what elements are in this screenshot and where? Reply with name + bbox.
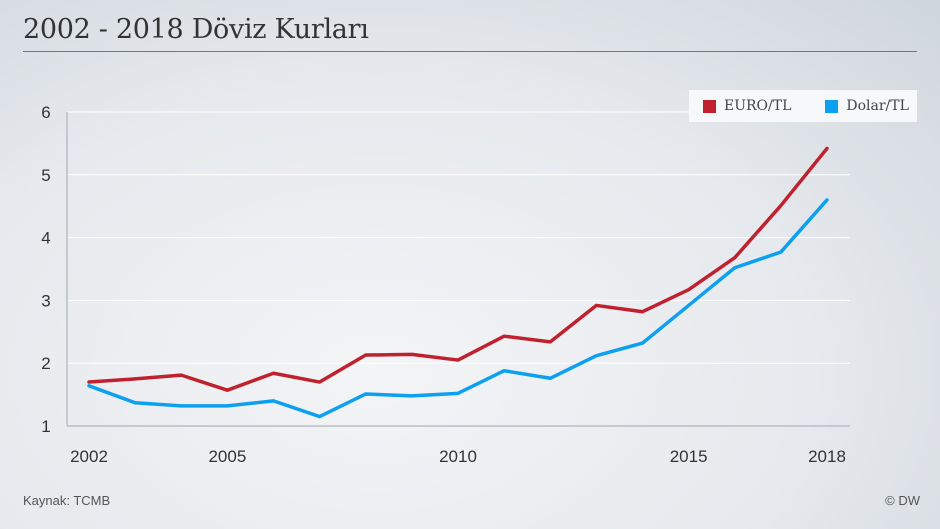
title-divider (23, 51, 917, 52)
y-tick-label: 2 (41, 354, 50, 373)
legend-item-euro: EURO/TL (703, 98, 791, 114)
legend-label-euro: EURO/TL (724, 98, 792, 114)
y-tick-label: 3 (41, 291, 50, 310)
series-line-euro (87, 146, 829, 392)
legend: EURO/TL Dolar/TL (689, 90, 917, 122)
y-tick-label: 1 (41, 417, 50, 436)
y-tick-label: 4 (41, 229, 50, 248)
x-tick-label: 2005 (208, 447, 246, 466)
x-tick-label: 2010 (439, 447, 477, 466)
legend-swatch-dolar (825, 99, 839, 113)
x-tick-label: 2002 (70, 447, 108, 466)
legend-swatch-euro (703, 99, 716, 113)
series-line-dolar (87, 198, 829, 419)
y-tick-label: 6 (41, 103, 50, 122)
y-tick-label: 5 (41, 166, 50, 185)
source-note: Kaynak: TCMB (23, 493, 111, 508)
x-tick-label: 2018 (808, 447, 846, 466)
credit: © DW (885, 493, 920, 508)
legend-item-dolar: Dolar/TL (825, 98, 909, 114)
legend-label-dolar: Dolar/TL (846, 98, 909, 114)
x-tick-label: 2015 (670, 447, 708, 466)
chart-title: 2002 - 2018 Döviz Kurları (23, 14, 369, 45)
